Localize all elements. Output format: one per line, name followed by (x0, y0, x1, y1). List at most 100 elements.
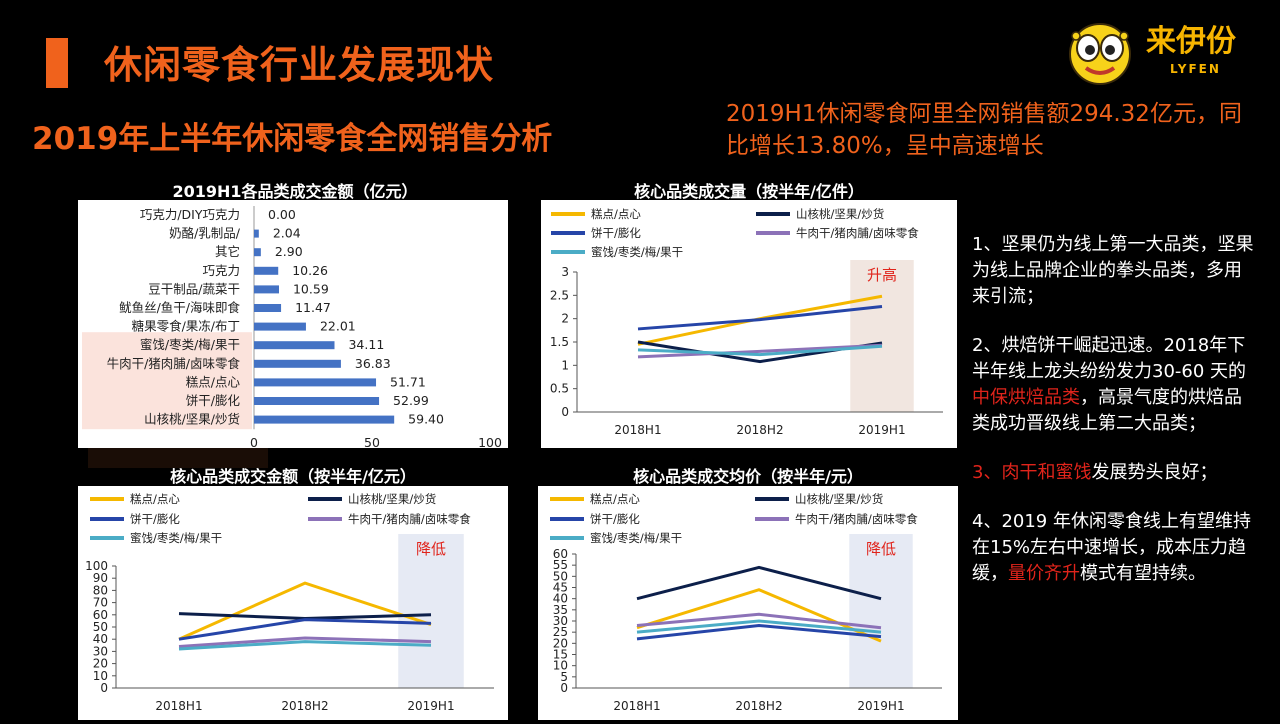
chart2-panel: 糕点/点心 山核桃/坚果/炒货 饼干/膨化 牛肉干/猪肉脯/卤味零食 蜜饯/枣类/梅/果… (541, 200, 957, 448)
y-tick-label: 30 (553, 614, 568, 628)
chart1-value-label: 2.90 (275, 244, 303, 259)
page-title: 休闲零食行业发展现状 (104, 43, 495, 87)
chart1-category-label: 鱿鱼丝/鱼干/海味即食 (119, 300, 240, 315)
legend-label: 牛肉干/猪肉脯/卤味零食 (348, 512, 471, 526)
chart1-svg: 巧克力/DIY巧克力 0.00 奶酪/乳制品/2.04 其它 2.90 巧克力 10.26 豆… (82, 206, 502, 450)
series-line (178, 640, 432, 651)
series-line (178, 618, 432, 641)
legend-label: 糕点/点心 (590, 492, 640, 506)
chart3-title: 核心品类成交金额（按半年/亿元） (170, 467, 416, 486)
chart1-value-label: 10.59 (293, 281, 329, 296)
chart1-bar (254, 229, 259, 238)
annotation-label: 降低 (866, 540, 896, 558)
y-tick-label: 1 (561, 358, 569, 372)
chart1-category-label: 豆干制品/蔬菜干 (148, 281, 240, 296)
chart1-x-tick: 100 (478, 435, 502, 448)
series-line (637, 305, 883, 331)
series-line (178, 636, 432, 649)
legend-label: 山核桃/坚果/炒货 (796, 207, 884, 221)
y-tick-label: 10 (553, 659, 568, 673)
chart1-bar (254, 304, 282, 312)
chart1-category-label: 山核桃/坚果/炒货 (144, 412, 240, 427)
chart1-bar (254, 322, 306, 331)
chart1-category-label: 巧克力 (202, 263, 240, 278)
summary-text: 2019H1休闲零食阿里全网销售额294.32亿元，同比增长13.80%，呈中高… (726, 101, 1242, 159)
x-tick-label: 2018H1 (613, 699, 660, 713)
chart1-bar (254, 266, 279, 275)
chart1-value-label: 11.47 (295, 300, 331, 315)
legend-label: 饼干/膨化 (591, 226, 641, 240)
x-tick-label: 2019H1 (858, 423, 905, 437)
notes-panel: 1、坚果仍为线上第一大品类，坚果为线上品牌企业的拳头品类，多用来引流； 2、烘焙… (972, 232, 1254, 610)
series-line (637, 344, 883, 357)
note-2-highlight: 中保烘焙品类 (972, 387, 1080, 408)
y-tick-label: 1.5 (550, 335, 569, 349)
chart2-title: 核心品类成交量（按半年/亿件） (634, 182, 864, 201)
y-tick-label: 0.5 (550, 382, 569, 396)
chart1-title: 2019H1各品类成交金额（亿元） (172, 182, 418, 201)
chart1-category-label: 糖果零食/果冻/布丁 (132, 319, 240, 334)
chart1-bar (254, 397, 380, 405)
y-tick-label: 50 (93, 620, 108, 634)
x-tick-label: 2018H1 (155, 699, 202, 713)
chart1-bar (254, 359, 341, 368)
y-tick-label: 3 (561, 265, 569, 279)
y-tick-label: 10 (93, 669, 108, 683)
y-tick-label: 15 (553, 648, 568, 662)
note-2-text-end: ，高景气度的烘焙品类成功晋级线上第二大品类； (972, 387, 1242, 434)
chart1-value-label: 0.00 (268, 207, 296, 222)
note-2: 2、烘焙饼干崛起迅速。2018年下半年线上龙头纷纷发力30-60 天的中保烘焙品… (972, 333, 1254, 437)
y-tick-label: 40 (553, 592, 568, 606)
y-tick-label: 35 (553, 603, 568, 617)
y-tick-label: 2.5 (550, 288, 569, 302)
chart4-panel: 糕点/点心 山核桃/坚果/炒货 饼干/膨化 牛肉干/猪肉脯/卤味零食 蜜饯/枣类/梅/果… (538, 486, 958, 720)
chart4-title: 核心品类成交均价（按半年/元） (633, 467, 863, 486)
legend-label: 糕点/点心 (130, 492, 180, 506)
y-tick-label: 100 (85, 559, 108, 573)
y-tick-label: 30 (93, 644, 108, 658)
highlight-band (850, 260, 914, 412)
chart1-highlight-band (82, 332, 252, 430)
chart1-category-label: 巧克力/DIY巧克力 (140, 207, 240, 222)
y-tick-label: 80 (93, 583, 108, 597)
y-tick-label: 45 (553, 581, 568, 595)
chart1-value-label: 52.99 (393, 393, 429, 408)
legend-label: 饼干/膨化 (590, 512, 640, 526)
logo-brand-name: 来伊份 (1146, 24, 1236, 59)
chart1-category-label: 糕点/点心 (186, 374, 241, 389)
x-tick-label: 2018H2 (735, 699, 782, 713)
chart3-panel: 糕点/点心 山核桃/坚果/炒货 饼干/膨化 牛肉干/猪肉脯/卤味零食 蜜饯/枣类/梅/果… (78, 486, 508, 720)
y-tick-label: 0 (560, 681, 568, 695)
chart1-category-label: 蜜饯/枣类/梅/果干 (140, 337, 240, 352)
y-tick-label: 70 (93, 596, 108, 610)
highlight-band (849, 534, 913, 688)
legend-label: 蜜饯/枣类/梅/果干 (130, 531, 222, 545)
legend-label: 牛肉干/猪肉脯/卤味零食 (795, 512, 918, 526)
series-line (636, 619, 882, 634)
y-tick-label: 0 (561, 405, 569, 419)
highlight-band (398, 534, 464, 688)
x-tick-label: 2018H2 (736, 423, 783, 437)
chart1-value-label: 22.01 (320, 319, 356, 334)
chart1-category-label: 其它 (215, 244, 240, 259)
series-line (636, 623, 882, 641)
chart1-value-label: 59.40 (408, 412, 444, 427)
chart1-bar (254, 341, 335, 350)
y-tick-label: 25 (553, 625, 568, 639)
legend-label: 山核桃/坚果/炒货 (795, 492, 883, 506)
legend-label: 糕点/点心 (591, 207, 641, 221)
chart1-shadow (88, 448, 268, 468)
chart1-category-label: 奶酪/乳制品/ (169, 226, 241, 241)
series-line (178, 612, 432, 620)
y-tick-label: 90 (93, 571, 108, 585)
page-subtitle: 2019年上半年休闲零食全网销售分析 (32, 121, 553, 157)
chart1-value-label: 2.04 (273, 226, 301, 241)
chart1-bar (254, 248, 261, 257)
y-tick-label: 20 (93, 657, 108, 671)
title-accent-bar (46, 38, 68, 88)
annotation-label: 升高 (867, 266, 897, 284)
y-tick-label: 20 (553, 636, 568, 650)
